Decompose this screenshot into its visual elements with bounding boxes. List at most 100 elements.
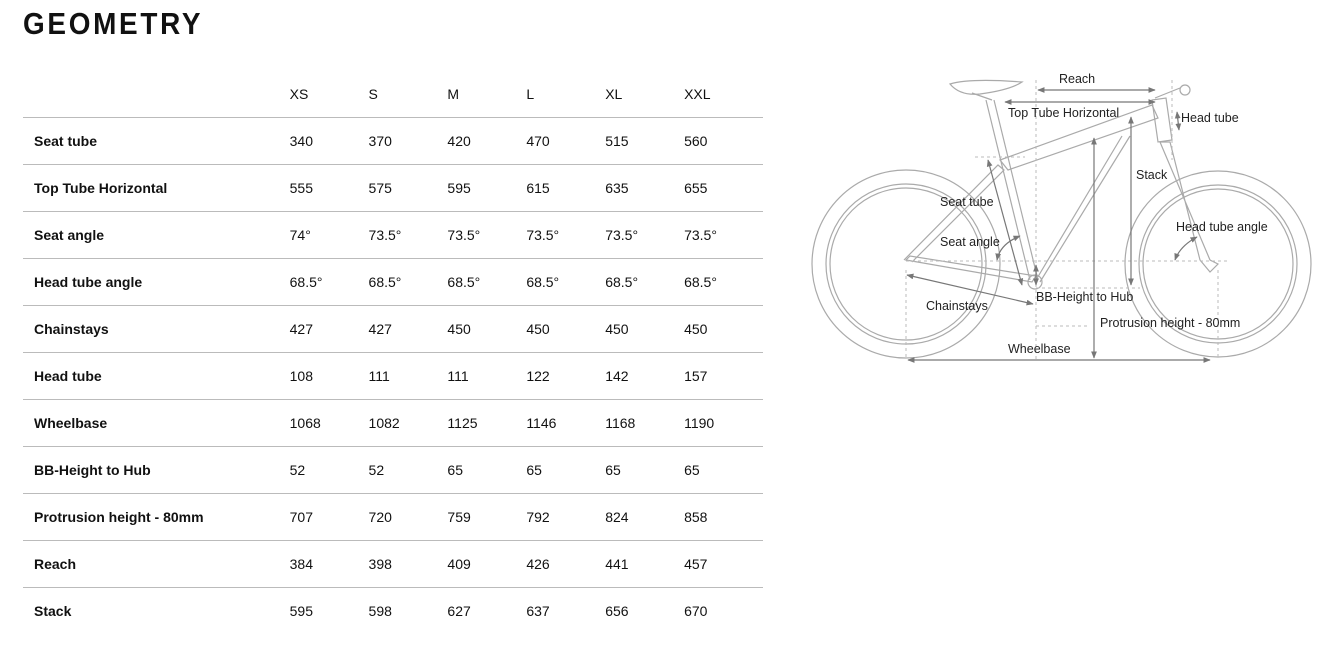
cell-value: 68.5°: [605, 258, 685, 306]
table-row: Seat angle 74° 73.5° 73.5° 73.5° 73.5° 73.5°: [23, 211, 763, 259]
cell-value: 792: [526, 493, 606, 541]
row-label: Stack: [34, 603, 72, 619]
cell-value: 73.5°: [447, 211, 527, 259]
cell-value: 595: [289, 603, 313, 619]
table-row: BB-Height to Hub 52 52 65 65 65 65: [23, 446, 763, 494]
cell-value: 759: [447, 493, 527, 541]
table-row: Chainstays 427 427 450 450 450 450: [23, 305, 763, 353]
size-header-m: M: [447, 71, 527, 118]
cell-value: 824: [605, 493, 685, 541]
cell-value: 575: [368, 164, 448, 212]
table-row: Reach 384 398 409 426 441 457: [23, 540, 763, 588]
cell-value: 707: [289, 493, 369, 541]
cell-value: 73.5°: [684, 211, 763, 259]
cell-value: 858: [684, 493, 763, 541]
cell-value: 441: [605, 540, 685, 588]
bike-geometry-diagram: Reach Top Tube Horizontal Head tube Stac…: [811, 72, 1312, 363]
table-row: Head tube 108 111 111 122 142 157: [23, 352, 763, 400]
table-row: Stack 595 598 627 637 656 670: [23, 588, 763, 635]
cell-value: 450: [447, 305, 527, 353]
cell-value: 1168: [605, 399, 685, 447]
dimension-arrows: [906, 87, 1211, 363]
cell-value: 1068: [289, 399, 369, 447]
label-protrusion: Protrusion height - 80mm: [1100, 316, 1240, 330]
cell-value: 595: [447, 164, 527, 212]
cell-value: 637: [526, 603, 550, 619]
page-title: GEOMETRY: [23, 6, 204, 41]
label-chainstays: Chainstays: [926, 299, 988, 313]
table-row: Protrusion height - 80mm 707 720 759 792 824 8…: [23, 493, 763, 541]
cell-value: 615: [526, 164, 606, 212]
label-bb-height: BB-Height to Hub: [1036, 290, 1133, 304]
cell-value: 409: [447, 540, 527, 588]
cell-value: 627: [447, 603, 471, 619]
cell-value: 370: [368, 117, 448, 165]
cell-value: 68.5°: [289, 258, 369, 306]
cell-value: 457: [684, 540, 763, 588]
cell-value: 720: [368, 493, 448, 541]
cell-value: 74°: [289, 211, 369, 259]
table-row: Top Tube Horizontal 555 575 595 615 635 655: [23, 164, 763, 212]
label-head-tube: Head tube: [1181, 111, 1239, 125]
size-header-xxl: XXL: [684, 71, 763, 118]
cell-value: 656: [605, 603, 629, 619]
row-label: Head tube angle: [23, 258, 290, 306]
cell-value: 68.5°: [684, 258, 763, 306]
size-header-xs: XS: [289, 71, 369, 118]
cell-value: 122: [526, 352, 606, 400]
cell-value: 142: [605, 352, 685, 400]
cell-value: 450: [684, 305, 763, 353]
table-header-row: XS S M L XL XXL: [23, 71, 763, 118]
size-header-s: S: [368, 71, 448, 118]
cell-value: 1146: [526, 399, 606, 447]
geometry-table: XS S M L XL XXL Seat tube 340 370 420 470 515 560 To…: [23, 71, 763, 634]
cell-value: 157: [684, 352, 763, 400]
cell-value: 384: [289, 540, 369, 588]
cell-value: 398: [368, 540, 448, 588]
cell-value: 655: [684, 164, 763, 212]
cell-value: 73.5°: [526, 211, 606, 259]
cell-value: 427: [368, 305, 448, 353]
cell-value: 426: [526, 540, 606, 588]
cell-value: 65: [526, 446, 606, 494]
cell-value: 111: [368, 352, 448, 400]
cell-value: 1082: [368, 399, 448, 447]
cell-value: 450: [526, 305, 606, 353]
label-stack: Stack: [1136, 168, 1168, 182]
cell-value: 68.5°: [526, 258, 606, 306]
dimension-guides: [905, 80, 1230, 360]
row-label: Protrusion height - 80mm: [23, 493, 290, 541]
cell-value: 73.5°: [368, 211, 448, 259]
row-label: Chainstays: [23, 305, 290, 353]
size-header-xl: XL: [605, 71, 685, 118]
row-label: Reach: [23, 540, 290, 588]
cell-value: 635: [605, 164, 685, 212]
table-row: Seat tube 340 370 420 470 515 560: [23, 117, 763, 165]
cell-value: 108: [289, 352, 369, 400]
row-label: BB-Height to Hub: [23, 446, 290, 494]
cell-value: 1190: [684, 399, 763, 447]
cell-value: 111: [447, 352, 527, 400]
cell-value: 598: [368, 603, 392, 619]
row-label: Top Tube Horizontal: [23, 164, 290, 212]
label-seat-tube: Seat tube: [940, 195, 994, 209]
cell-value: 52: [368, 446, 448, 494]
cell-value: 65: [605, 446, 685, 494]
cell-value: 555: [289, 164, 369, 212]
size-header-l: L: [526, 71, 606, 118]
table-row: Wheelbase 1068 1082 1125 1146 1168 1190: [23, 399, 763, 447]
cell-value: 68.5°: [368, 258, 448, 306]
label-seat-angle: Seat angle: [940, 235, 1000, 249]
cell-value: 73.5°: [605, 211, 685, 259]
cell-value: 340: [289, 117, 369, 165]
cell-value: 68.5°: [447, 258, 527, 306]
cell-value: 1125: [447, 399, 527, 447]
cell-value: 670: [684, 603, 708, 619]
cell-value: 427: [289, 305, 369, 353]
cell-value: 65: [447, 446, 527, 494]
cell-value: 52: [289, 446, 369, 494]
table-row: Head tube angle 68.5° 68.5° 68.5° 68.5° 68.5°…: [23, 258, 763, 306]
cell-value: 560: [684, 117, 763, 165]
row-label: Seat tube: [23, 117, 290, 165]
row-label: Wheelbase: [23, 399, 290, 447]
